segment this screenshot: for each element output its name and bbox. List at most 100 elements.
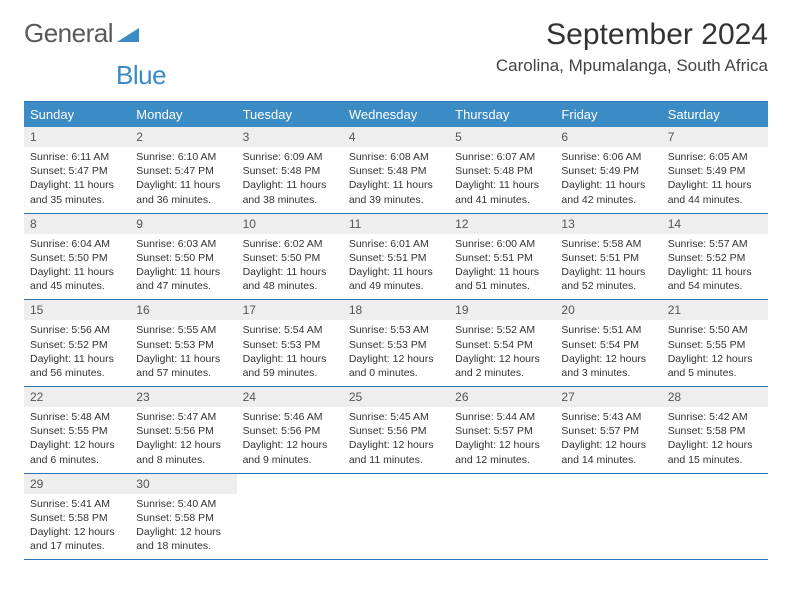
day-cell: 2Sunrise: 6:10 AMSunset: 5:47 PMDaylight… <box>130 127 236 213</box>
day-cell: 9Sunrise: 6:03 AMSunset: 5:50 PMDaylight… <box>130 214 236 300</box>
day-content: Sunrise: 5:40 AMSunset: 5:58 PMDaylight:… <box>130 494 236 560</box>
daylight-text: Daylight: 11 hours and 38 minutes. <box>243 178 337 206</box>
sunrise-text: Sunrise: 5:54 AM <box>243 323 337 337</box>
daylight-text: Daylight: 11 hours and 47 minutes. <box>136 265 230 293</box>
day-number: 24 <box>237 387 343 407</box>
daylight-text: Daylight: 11 hours and 44 minutes. <box>668 178 762 206</box>
day-content: Sunrise: 6:02 AMSunset: 5:50 PMDaylight:… <box>237 234 343 300</box>
day-cell: 23Sunrise: 5:47 AMSunset: 5:56 PMDayligh… <box>130 387 236 473</box>
day-cell: 24Sunrise: 5:46 AMSunset: 5:56 PMDayligh… <box>237 387 343 473</box>
weekday-tuesday: Tuesday <box>237 102 343 127</box>
sunset-text: Sunset: 5:48 PM <box>455 164 549 178</box>
daylight-text: Daylight: 12 hours and 17 minutes. <box>30 525 124 553</box>
daylight-text: Daylight: 11 hours and 39 minutes. <box>349 178 443 206</box>
daylight-text: Daylight: 12 hours and 9 minutes. <box>243 438 337 466</box>
day-number: 9 <box>130 214 236 234</box>
sunset-text: Sunset: 5:47 PM <box>30 164 124 178</box>
empty-day-cell <box>343 474 449 560</box>
day-number: 13 <box>555 214 661 234</box>
day-number: 18 <box>343 300 449 320</box>
title-block: September 2024 Carolina, Mpumalanga, Sou… <box>496 18 768 76</box>
day-cell: 20Sunrise: 5:51 AMSunset: 5:54 PMDayligh… <box>555 300 661 386</box>
sunrise-text: Sunrise: 5:42 AM <box>668 410 762 424</box>
day-number: 7 <box>662 127 768 147</box>
sunrise-text: Sunrise: 6:09 AM <box>243 150 337 164</box>
day-content: Sunrise: 5:47 AMSunset: 5:56 PMDaylight:… <box>130 407 236 473</box>
day-cell: 6Sunrise: 6:06 AMSunset: 5:49 PMDaylight… <box>555 127 661 213</box>
weekday-saturday: Saturday <box>662 102 768 127</box>
day-content: Sunrise: 5:55 AMSunset: 5:53 PMDaylight:… <box>130 320 236 386</box>
sunset-text: Sunset: 5:50 PM <box>136 251 230 265</box>
day-content: Sunrise: 5:52 AMSunset: 5:54 PMDaylight:… <box>449 320 555 386</box>
day-number: 1 <box>24 127 130 147</box>
day-number: 3 <box>237 127 343 147</box>
day-content: Sunrise: 5:56 AMSunset: 5:52 PMDaylight:… <box>24 320 130 386</box>
month-title: September 2024 <box>496 18 768 52</box>
sunrise-text: Sunrise: 5:57 AM <box>668 237 762 251</box>
daylight-text: Daylight: 12 hours and 5 minutes. <box>668 352 762 380</box>
sunset-text: Sunset: 5:48 PM <box>243 164 337 178</box>
sunrise-text: Sunrise: 5:52 AM <box>455 323 549 337</box>
sunrise-text: Sunrise: 6:03 AM <box>136 237 230 251</box>
sunrise-text: Sunrise: 6:07 AM <box>455 150 549 164</box>
daylight-text: Daylight: 11 hours and 45 minutes. <box>30 265 124 293</box>
sunrise-text: Sunrise: 6:11 AM <box>30 150 124 164</box>
day-cell: 22Sunrise: 5:48 AMSunset: 5:55 PMDayligh… <box>24 387 130 473</box>
sunrise-text: Sunrise: 6:00 AM <box>455 237 549 251</box>
sunset-text: Sunset: 5:52 PM <box>30 338 124 352</box>
day-number: 23 <box>130 387 236 407</box>
day-number: 17 <box>237 300 343 320</box>
sunset-text: Sunset: 5:51 PM <box>349 251 443 265</box>
sunrise-text: Sunrise: 6:01 AM <box>349 237 443 251</box>
daylight-text: Daylight: 11 hours and 59 minutes. <box>243 352 337 380</box>
day-cell: 26Sunrise: 5:44 AMSunset: 5:57 PMDayligh… <box>449 387 555 473</box>
sunset-text: Sunset: 5:49 PM <box>561 164 655 178</box>
daylight-text: Daylight: 11 hours and 56 minutes. <box>30 352 124 380</box>
sunrise-text: Sunrise: 6:06 AM <box>561 150 655 164</box>
weekday-friday: Friday <box>555 102 661 127</box>
daylight-text: Daylight: 12 hours and 15 minutes. <box>668 438 762 466</box>
day-content: Sunrise: 6:09 AMSunset: 5:48 PMDaylight:… <box>237 147 343 213</box>
sunrise-text: Sunrise: 5:55 AM <box>136 323 230 337</box>
week-row: 29Sunrise: 5:41 AMSunset: 5:58 PMDayligh… <box>24 474 768 561</box>
day-content: Sunrise: 6:01 AMSunset: 5:51 PMDaylight:… <box>343 234 449 300</box>
sunset-text: Sunset: 5:54 PM <box>455 338 549 352</box>
daylight-text: Daylight: 12 hours and 14 minutes. <box>561 438 655 466</box>
sunrise-text: Sunrise: 6:04 AM <box>30 237 124 251</box>
sunrise-text: Sunrise: 6:05 AM <box>668 150 762 164</box>
daylight-text: Daylight: 11 hours and 57 minutes. <box>136 352 230 380</box>
sunrise-text: Sunrise: 5:40 AM <box>136 497 230 511</box>
day-number: 16 <box>130 300 236 320</box>
sunrise-text: Sunrise: 5:50 AM <box>668 323 762 337</box>
day-cell: 29Sunrise: 5:41 AMSunset: 5:58 PMDayligh… <box>24 474 130 560</box>
day-number: 29 <box>24 474 130 494</box>
sunrise-text: Sunrise: 5:46 AM <box>243 410 337 424</box>
calendar: SundayMondayTuesdayWednesdayThursdayFrid… <box>24 101 768 560</box>
logo-text-general: General <box>24 18 113 49</box>
day-content: Sunrise: 6:00 AMSunset: 5:51 PMDaylight:… <box>449 234 555 300</box>
daylight-text: Daylight: 11 hours and 49 minutes. <box>349 265 443 293</box>
daylight-text: Daylight: 12 hours and 3 minutes. <box>561 352 655 380</box>
day-number: 25 <box>343 387 449 407</box>
sunrise-text: Sunrise: 6:02 AM <box>243 237 337 251</box>
day-cell: 10Sunrise: 6:02 AMSunset: 5:50 PMDayligh… <box>237 214 343 300</box>
day-cell: 14Sunrise: 5:57 AMSunset: 5:52 PMDayligh… <box>662 214 768 300</box>
sunset-text: Sunset: 5:49 PM <box>668 164 762 178</box>
day-content: Sunrise: 6:03 AMSunset: 5:50 PMDaylight:… <box>130 234 236 300</box>
sunrise-text: Sunrise: 5:51 AM <box>561 323 655 337</box>
empty-day-cell <box>555 474 661 560</box>
day-content: Sunrise: 5:54 AMSunset: 5:53 PMDaylight:… <box>237 320 343 386</box>
sunset-text: Sunset: 5:53 PM <box>349 338 443 352</box>
sunrise-text: Sunrise: 6:08 AM <box>349 150 443 164</box>
sunset-text: Sunset: 5:54 PM <box>561 338 655 352</box>
day-number: 27 <box>555 387 661 407</box>
day-cell: 18Sunrise: 5:53 AMSunset: 5:53 PMDayligh… <box>343 300 449 386</box>
day-content: Sunrise: 6:07 AMSunset: 5:48 PMDaylight:… <box>449 147 555 213</box>
day-number: 10 <box>237 214 343 234</box>
day-cell: 25Sunrise: 5:45 AMSunset: 5:56 PMDayligh… <box>343 387 449 473</box>
day-content: Sunrise: 5:43 AMSunset: 5:57 PMDaylight:… <box>555 407 661 473</box>
empty-day-cell <box>237 474 343 560</box>
empty-day-cell <box>449 474 555 560</box>
day-content: Sunrise: 5:42 AMSunset: 5:58 PMDaylight:… <box>662 407 768 473</box>
day-content: Sunrise: 6:06 AMSunset: 5:49 PMDaylight:… <box>555 147 661 213</box>
